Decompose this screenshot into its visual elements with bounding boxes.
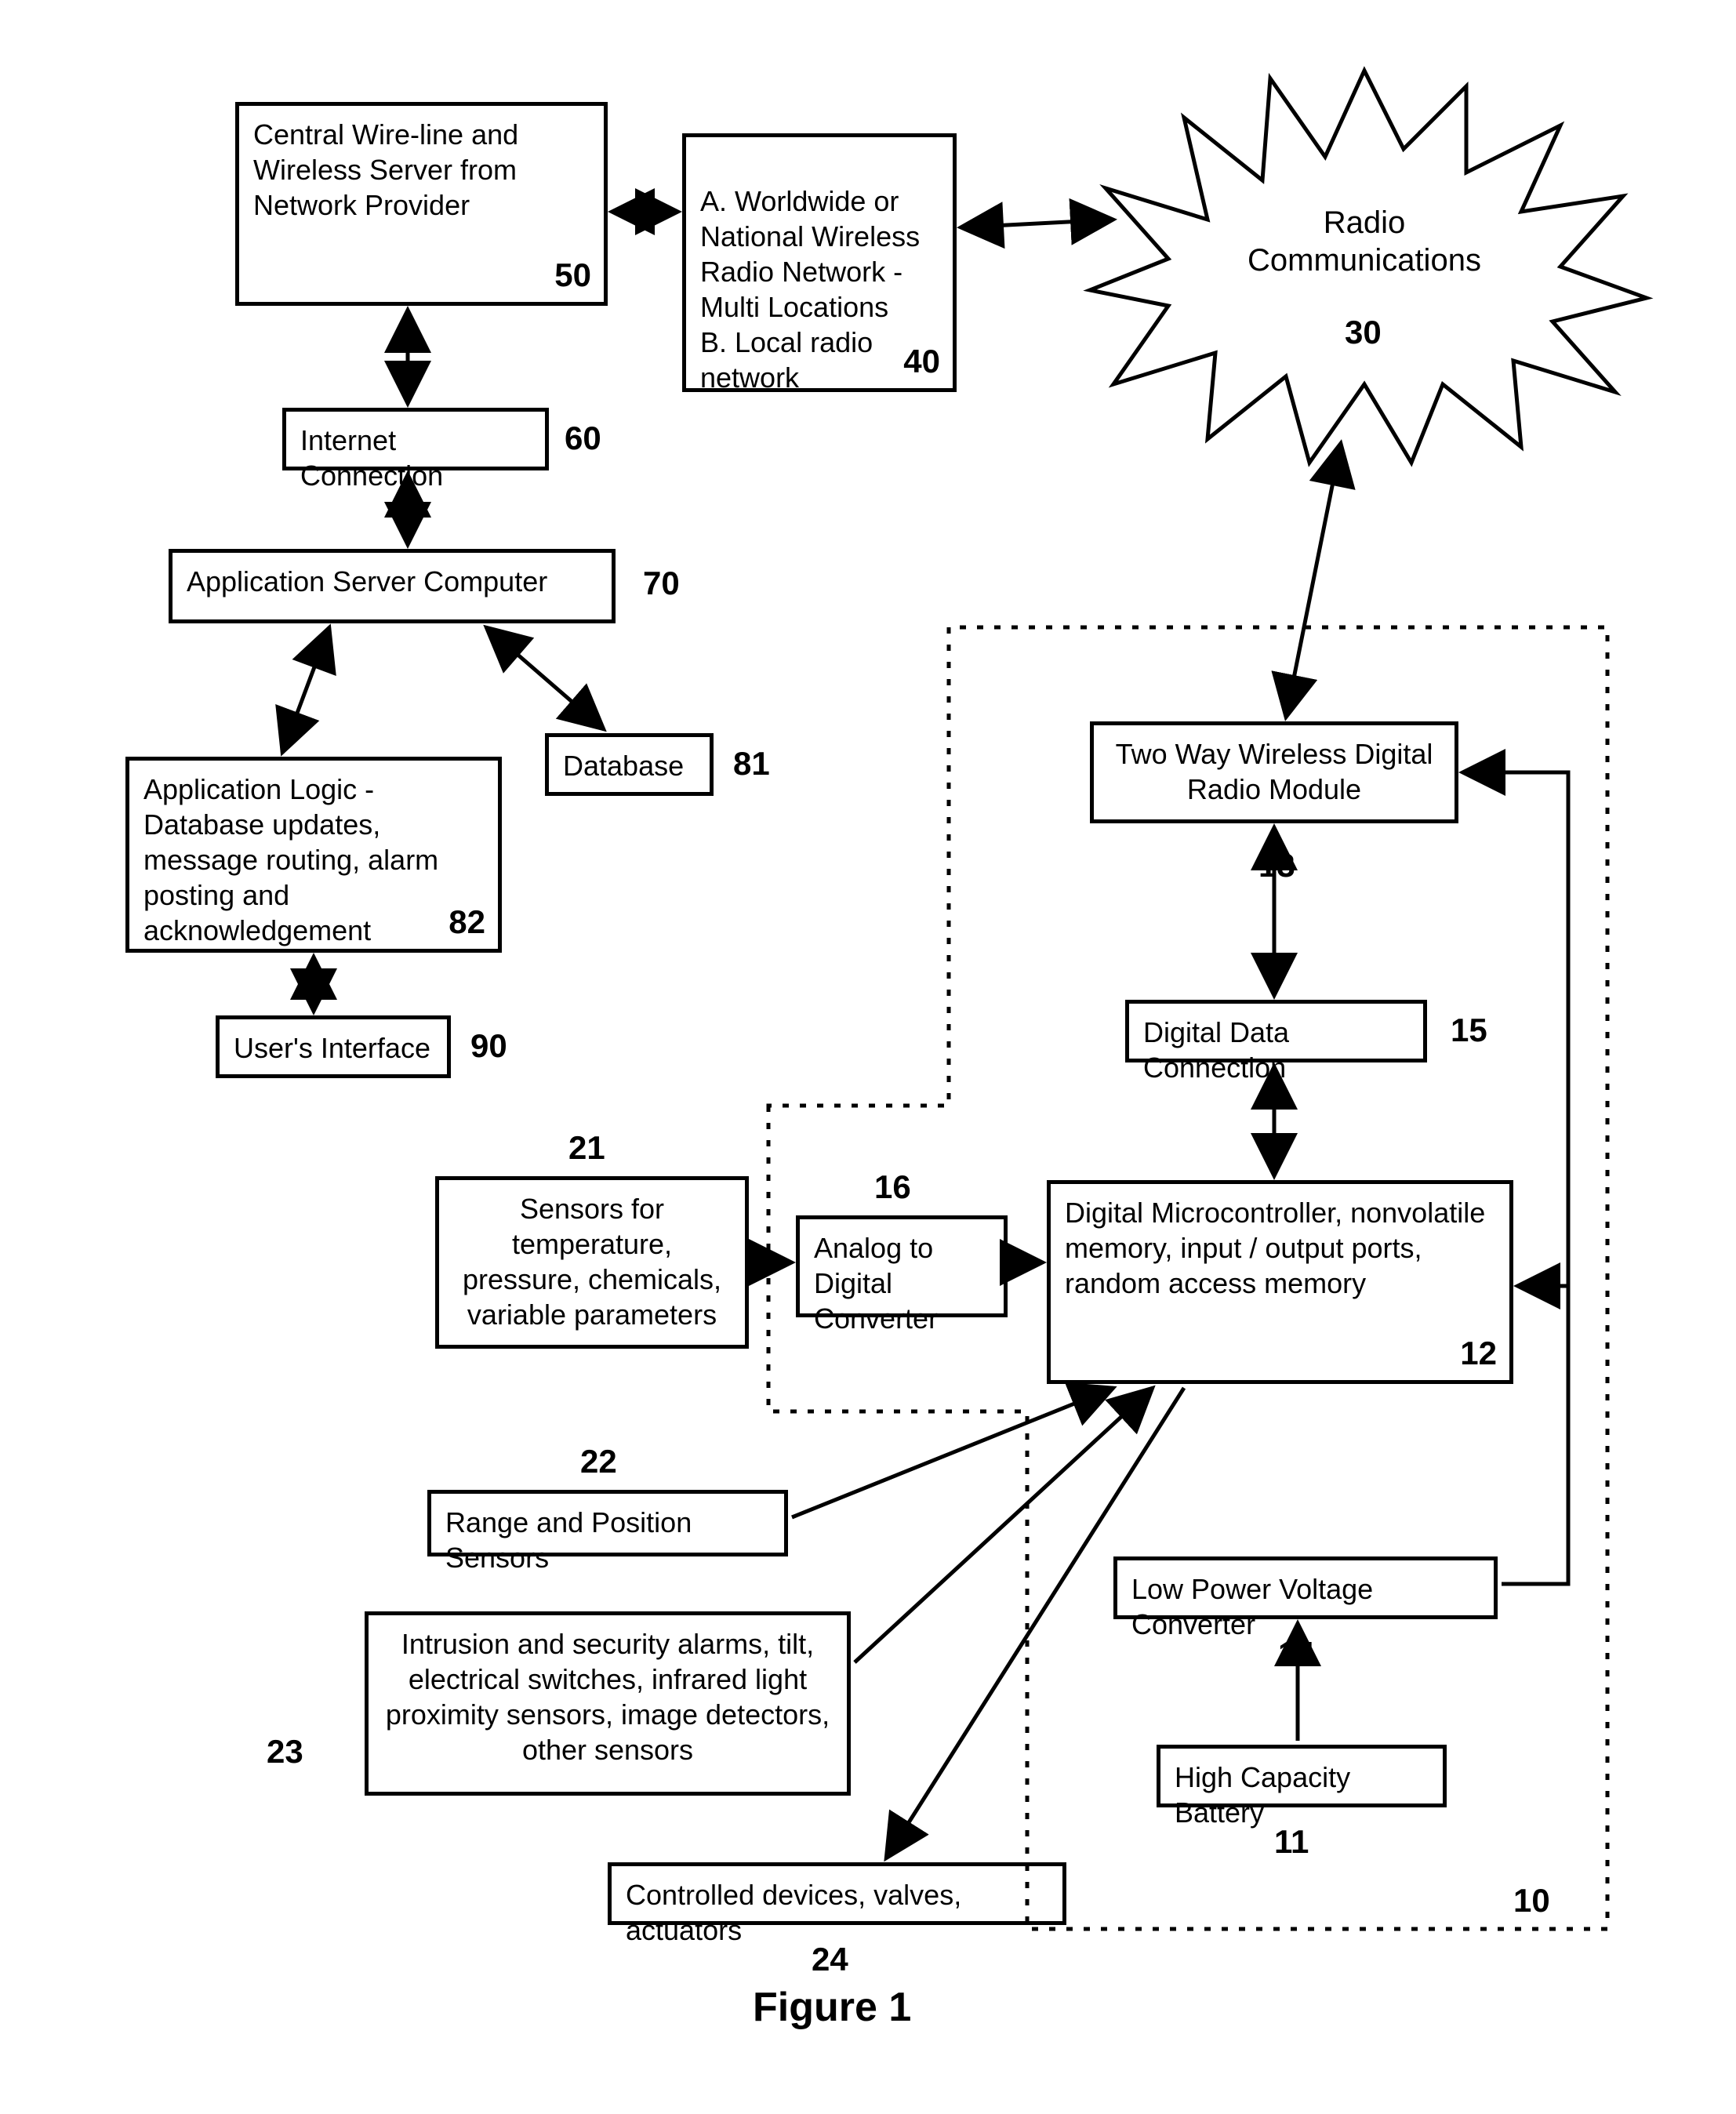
node-60-number: 60 [565, 420, 601, 457]
node-60-internet: Internet Connection [282, 408, 549, 470]
node-50-number: 50 [554, 255, 591, 296]
region-10-number: 10 [1513, 1882, 1550, 1920]
node-21-number: 21 [568, 1129, 605, 1167]
node-70-number: 70 [643, 565, 680, 602]
node-81-number: 81 [733, 745, 770, 783]
node-70-app-server: Application Server Computer [169, 549, 616, 623]
starburst-30-label: Radio Communications [1247, 204, 1482, 279]
node-82-label: Application Logic - Database updates, me… [143, 773, 438, 946]
node-40-radio-network: A. Worldwide or National Wireless Radio … [682, 133, 957, 392]
node-22-number: 22 [580, 1443, 617, 1480]
diagram-canvas: Central Wire-line and Wireless Server fr… [0, 0, 1736, 2114]
node-70-label: Application Server Computer [187, 565, 547, 598]
node-13-number: 13 [1258, 847, 1295, 884]
node-81-label: Database [563, 750, 684, 782]
node-15-label: Digital Data Connection [1143, 1016, 1289, 1084]
node-21-sensors: Sensors for temperature, pressure, chemi… [435, 1176, 749, 1349]
node-11-battery: High Capacity Battery [1157, 1745, 1447, 1807]
node-14-number: 14 [1278, 1635, 1315, 1673]
node-82-number: 82 [449, 902, 485, 943]
node-82-app-logic: Application Logic - Database updates, me… [125, 757, 502, 953]
node-23-number: 23 [267, 1733, 303, 1771]
node-24-number: 24 [812, 1941, 848, 1978]
node-50-central-server: Central Wire-line and Wireless Server fr… [235, 102, 608, 306]
node-50-label: Central Wire-line and Wireless Server fr… [253, 118, 518, 221]
node-16-number: 16 [874, 1168, 911, 1206]
node-90-number: 90 [470, 1027, 507, 1065]
node-16-adc: Analog to Digital Converter [796, 1215, 1008, 1317]
node-90-label: User's Interface [234, 1032, 430, 1064]
node-13-label: Two Way Wireless Digital Radio Module [1116, 738, 1433, 805]
node-81-database: Database [545, 733, 714, 796]
node-22-range-sensors: Range and Position Sensors [427, 1490, 788, 1556]
node-24-controlled-devices: Controlled devices, valves, actuators [608, 1862, 1066, 1925]
node-14-voltage-converter: Low Power Voltage Converter [1113, 1556, 1498, 1619]
figure-title: Figure 1 [753, 1984, 911, 2031]
node-40-label: A. Worldwide or National Wireless Radio … [700, 185, 920, 394]
node-90-user-interface: User's Interface [216, 1015, 451, 1078]
node-12-number: 12 [1460, 1333, 1497, 1375]
node-14-label: Low Power Voltage Converter [1131, 1573, 1373, 1640]
node-13-radio-module: Two Way Wireless Digital Radio Module [1090, 721, 1458, 823]
node-40-number: 40 [903, 341, 940, 383]
node-15-number: 15 [1451, 1012, 1487, 1049]
starburst-30-text: Radio Communications [1248, 205, 1481, 278]
node-60-label: Internet Connection [300, 424, 443, 492]
node-24-label: Controlled devices, valves, actuators [626, 1879, 961, 1946]
node-11-label: High Capacity Battery [1175, 1761, 1350, 1829]
node-12-label: Digital Microcontroller, nonvolatile mem… [1065, 1197, 1485, 1299]
node-23-intrusion-sensors: Intrusion and security alarms, tilt, ele… [365, 1611, 851, 1796]
node-23-label: Intrusion and security alarms, tilt, ele… [386, 1628, 830, 1766]
node-12-microcontroller: Digital Microcontroller, nonvolatile mem… [1047, 1180, 1513, 1384]
node-22-label: Range and Position Sensors [445, 1506, 692, 1574]
starburst-30-number: 30 [1345, 314, 1382, 351]
node-16-label: Analog to Digital Converter [814, 1232, 938, 1335]
node-11-number: 11 [1274, 1823, 1309, 1861]
node-21-label: Sensors for temperature, pressure, chemi… [463, 1193, 721, 1331]
node-15-data-connection: Digital Data Connection [1125, 1000, 1427, 1062]
